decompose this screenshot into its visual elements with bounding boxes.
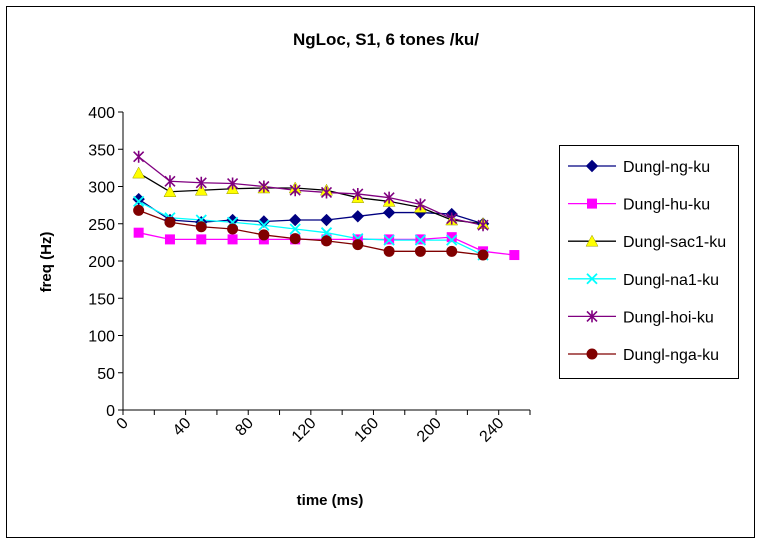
- data-point: [258, 229, 270, 241]
- chart-title: NgLoc, S1, 6 tones /ku/: [293, 30, 479, 49]
- legend-box: [559, 145, 739, 379]
- data-point: [446, 212, 458, 225]
- legend-label: Dungl-nga-ku: [623, 347, 719, 364]
- data-point: [414, 245, 426, 257]
- data-point: [383, 234, 395, 246]
- data-point: [133, 195, 145, 208]
- legend-label: Dungl-hoi-ku: [623, 309, 714, 326]
- legend: Dungl-ng-ku Dungl-hu-ku Dungl-sac1-ku Dungl…: [568, 159, 726, 364]
- data-point: [414, 198, 426, 211]
- data-point: [446, 245, 458, 257]
- data-point: [414, 234, 427, 246]
- data-point: [289, 184, 301, 197]
- y-tick-label: 150: [88, 291, 115, 308]
- y-tick-label: 250: [88, 217, 115, 234]
- data-point: [258, 180, 270, 193]
- data-point: [257, 215, 271, 228]
- legend-marker: [587, 198, 597, 209]
- data-point: [194, 183, 208, 196]
- legend-marker: [586, 310, 598, 323]
- legend-label: Dungl-ng-ku: [623, 159, 710, 176]
- data-point: [196, 234, 207, 245]
- series-line: [138, 156, 484, 226]
- data-point: [289, 233, 301, 245]
- data-point: [320, 213, 333, 227]
- data-point: [227, 234, 238, 245]
- data-point: [321, 235, 332, 247]
- series-line: [138, 172, 484, 225]
- data-point: [133, 204, 145, 216]
- series-line: [138, 200, 484, 256]
- data-point: [446, 232, 457, 243]
- data-point: [195, 176, 207, 189]
- data-point: [288, 213, 302, 227]
- legend-marker: [585, 234, 599, 247]
- data-point: [132, 166, 146, 179]
- data-point: [382, 206, 396, 219]
- legend-label: Dungl-na1-ku: [623, 272, 719, 289]
- data-point: [351, 210, 365, 223]
- data-point: [227, 177, 239, 190]
- legend-marker: [586, 273, 598, 285]
- data-point: [163, 185, 177, 197]
- data-point: [320, 186, 333, 199]
- y-tick-label: 350: [88, 142, 115, 159]
- y-tick-label: 50: [97, 366, 115, 383]
- y-tick-label: 0: [106, 403, 115, 420]
- y-tick-label: 200: [88, 254, 115, 271]
- data-point: [133, 150, 145, 163]
- data-point: [227, 223, 239, 235]
- data-point: [383, 191, 395, 204]
- data-point: [164, 234, 175, 245]
- legend-label: Dungl-hu-ku: [623, 197, 710, 214]
- data-point: [133, 227, 144, 238]
- data-point: [352, 239, 364, 251]
- legend-marker: [586, 348, 598, 360]
- legend-marker: [585, 159, 599, 173]
- legend-label: Dungl-sac1-ku: [623, 234, 726, 251]
- data-point: [164, 216, 176, 228]
- data-point: [164, 175, 176, 188]
- y-tick-label: 100: [88, 329, 115, 346]
- y-tick-label: 300: [88, 180, 115, 197]
- data-point: [446, 234, 458, 246]
- y-axis-label: freq (Hz): [38, 232, 55, 293]
- x-axis-label: time (ms): [297, 492, 364, 509]
- data-point: [509, 250, 520, 261]
- data-point: [477, 219, 489, 232]
- data-point: [320, 227, 333, 239]
- data-point: [383, 245, 395, 257]
- data-point: [258, 219, 270, 231]
- y-tick-label: 400: [88, 105, 115, 122]
- data-point: [352, 187, 364, 200]
- data-point: [289, 223, 301, 235]
- data-point: [195, 221, 207, 233]
- data-point: [477, 249, 489, 261]
